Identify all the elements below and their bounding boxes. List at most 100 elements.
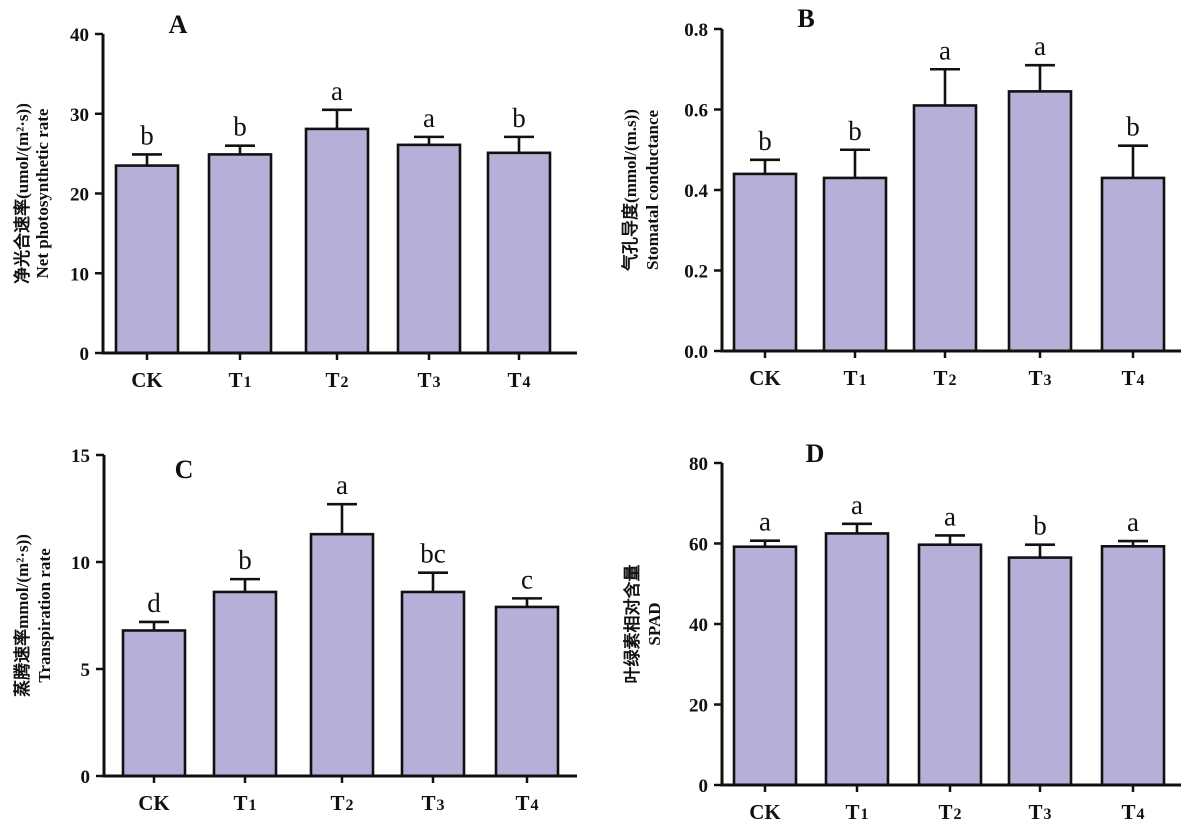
error-bar-t1 (840, 148, 870, 178)
y-tick-label: 20 (70, 185, 89, 206)
y-tick-label: 80 (689, 454, 708, 475)
bar-t2 (912, 104, 978, 353)
y-tick-label: 10 (71, 553, 90, 574)
bar-t3 (400, 590, 466, 778)
x-tick-label-t3: T3 (1028, 800, 1051, 824)
bar-t4 (486, 151, 552, 355)
significance-label-t1: b (238, 545, 252, 575)
panel-label: C (175, 455, 194, 484)
y-axis-title-cn: 蒸腾速率mmol/(m²·s)) (12, 534, 32, 697)
significance-label-t4: c (521, 564, 533, 594)
significance-label-t4: a (1127, 507, 1139, 537)
x-tick-label-t4: T4 (1121, 800, 1144, 824)
x-tick-label-t1: T1 (845, 800, 868, 824)
x-tick-label-t2: T2 (938, 800, 961, 824)
y-tick-label: 0.4 (684, 181, 708, 202)
y-tick-label: 60 (689, 535, 708, 556)
significance-label-t2: a (331, 76, 343, 106)
significance-label-t2: a (939, 35, 951, 65)
y-axis-title-en: Net photosynthetic rate (33, 108, 52, 278)
bar-t1 (822, 176, 888, 353)
x-tick-label-t3: T3 (417, 368, 440, 392)
y-tick-label: 0 (81, 767, 91, 788)
y-tick-label: 0 (80, 344, 90, 365)
y-tick-label: 40 (689, 615, 708, 636)
x-tick-label-t1: T1 (233, 791, 256, 815)
error-bar-t4 (504, 135, 534, 153)
error-bar-t3 (1025, 543, 1055, 558)
significance-label-t4: b (512, 103, 526, 133)
bar-t4 (1100, 176, 1166, 353)
bar-t2 (917, 543, 983, 787)
y-axis-title-en: Transpiration rate (35, 548, 54, 683)
bar-t2 (309, 532, 375, 778)
error-bar-t4 (512, 597, 542, 607)
error-bar-t3 (418, 571, 448, 592)
significance-label-ck: d (147, 588, 161, 618)
bar-t3 (396, 143, 462, 355)
x-tick-label-ck: CK (131, 368, 163, 392)
significance-label-t2: a (944, 501, 956, 531)
y-tick-label: 0.0 (684, 342, 708, 363)
significance-label-t1: a (851, 490, 863, 520)
x-tick-label-t3: T3 (1028, 366, 1051, 390)
y-tick-label: 0.8 (684, 20, 708, 41)
bar-t4 (494, 605, 560, 778)
error-bar-t2 (935, 534, 965, 545)
significance-label-t3: bc (420, 539, 446, 569)
y-tick-label: 15 (71, 446, 90, 467)
significance-label-t1: b (848, 116, 862, 146)
error-bar-t2 (327, 502, 357, 535)
x-tick-label-t4: T4 (507, 368, 530, 392)
x-tick-label-ck: CK (749, 366, 781, 390)
bar-ck (732, 545, 798, 787)
x-tick-label-t4: T4 (515, 791, 538, 815)
y-axis-title-cn: 叶绿素相对含量 (622, 565, 642, 684)
bar-t1 (824, 532, 890, 787)
panel-b: b b a a b 0.0 0.2 0.4 0.6 0.8 CK T1 T2 T3 T4 B 气孔导度(mmol… (620, 4, 1181, 390)
panel-d: a a a b a 0 20 40 60 80 CK T1 T2 T3 T4 D 叶绿素相对含量 SPAD (622, 439, 1181, 824)
error-bar-ck (750, 158, 780, 174)
significance-label-t4: b (1126, 112, 1140, 142)
error-bar-t3 (1025, 63, 1055, 92)
panel-label: A (169, 10, 188, 39)
y-tick-label: 0.6 (684, 101, 708, 122)
error-bar-t2 (930, 67, 960, 106)
bar-ck (732, 172, 798, 353)
significance-label-t3: a (423, 103, 435, 133)
bar-t3 (1007, 556, 1073, 787)
significance-label-t2: a (336, 470, 348, 500)
error-bar-t4 (1118, 539, 1148, 547)
x-tick-label-t3: T3 (421, 791, 444, 815)
significance-label-t3: b (1033, 511, 1047, 541)
error-bar-ck (132, 153, 162, 166)
x-tick-label-t1: T1 (843, 366, 866, 390)
panel-label: B (797, 4, 814, 33)
error-bar-t3 (414, 135, 444, 145)
x-tick-label-ck: CK (138, 791, 170, 815)
significance-label-ck: b (758, 126, 772, 156)
x-tick-label-t1: T1 (228, 368, 251, 392)
y-axis-title-en: Stomatal conductance (643, 110, 662, 271)
error-bar-t4 (1118, 144, 1148, 178)
bar-t3 (1007, 90, 1073, 353)
significance-label-ck: b (140, 120, 154, 150)
error-bar-t1 (230, 577, 260, 592)
error-bar-t1 (842, 522, 872, 534)
x-tick-label-ck: CK (749, 800, 781, 824)
panel-a: b b a a b 0 10 20 30 40 CK T1 T2 T3 T4 A 净光合速率(umol/(m²·… (12, 10, 577, 392)
panel-label: D (806, 439, 825, 468)
x-tick-label-t2: T2 (933, 366, 956, 390)
y-tick-label: 5 (81, 660, 91, 681)
significance-label-ck: a (759, 507, 771, 537)
significance-label-t3: a (1034, 31, 1046, 61)
bar-t1 (212, 590, 278, 778)
error-bar-t2 (322, 108, 352, 129)
y-axis-title-en: SPAD (645, 602, 664, 645)
bar-ck (121, 629, 187, 778)
y-tick-label: 10 (70, 264, 89, 285)
panel-c: d b a bc c 0 5 10 15 CK T1 T2 T3 T4 C 蒸腾速率mmol/(m²·s)) T… (12, 446, 577, 815)
error-bar-ck (750, 539, 780, 547)
y-tick-label: 0.2 (684, 262, 708, 283)
